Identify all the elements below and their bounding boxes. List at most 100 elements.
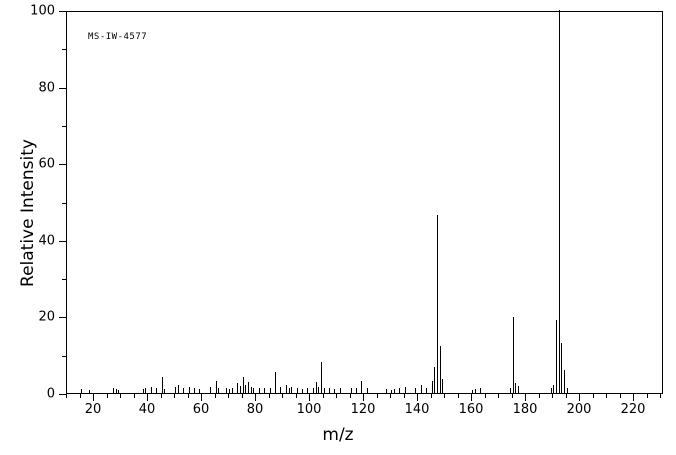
x-tick-label: 160 xyxy=(458,402,484,417)
peak xyxy=(556,320,557,393)
x-tick-label: 60 xyxy=(192,402,210,417)
peak xyxy=(318,386,319,393)
peak xyxy=(434,366,435,393)
x-tick xyxy=(458,394,459,398)
x-tick xyxy=(660,394,661,398)
peak xyxy=(480,388,481,393)
x-tick xyxy=(80,394,81,398)
peak xyxy=(194,388,195,393)
peak xyxy=(286,384,287,393)
peak xyxy=(475,389,476,393)
y-tick-label: 0 xyxy=(46,386,55,402)
peak xyxy=(189,387,190,393)
peak xyxy=(356,388,357,393)
y-tick-label: 80 xyxy=(38,80,55,96)
x-tick xyxy=(647,394,648,398)
peak xyxy=(553,385,554,393)
peak xyxy=(440,345,441,393)
peak xyxy=(251,386,252,393)
peak xyxy=(89,389,90,393)
peak xyxy=(210,386,211,393)
peak xyxy=(340,387,341,393)
peak xyxy=(334,389,335,393)
x-tick xyxy=(282,394,283,398)
x-tick xyxy=(498,394,499,398)
x-tick xyxy=(134,394,135,398)
x-axis-title: m/z xyxy=(322,425,354,445)
peak xyxy=(143,389,144,393)
peak xyxy=(307,388,308,393)
peak xyxy=(437,214,438,393)
x-tick xyxy=(525,394,526,401)
peak xyxy=(162,376,163,393)
peak xyxy=(415,387,416,393)
x-tick xyxy=(552,394,553,398)
x-tick xyxy=(309,394,310,401)
peak xyxy=(226,387,227,393)
peak xyxy=(145,387,146,393)
y-tick xyxy=(59,11,66,12)
x-tick-label: 220 xyxy=(620,402,646,417)
x-tick xyxy=(174,394,175,398)
x-tick xyxy=(255,394,256,401)
peak xyxy=(426,388,427,393)
x-tick xyxy=(485,394,486,398)
x-tick xyxy=(350,394,351,398)
y-tick xyxy=(62,49,66,50)
y-tick xyxy=(59,164,66,165)
x-tick-label: 200 xyxy=(566,402,592,417)
x-tick xyxy=(201,394,202,401)
peak xyxy=(199,389,200,393)
peak xyxy=(386,389,387,393)
peak xyxy=(253,387,254,393)
x-tick xyxy=(242,394,243,398)
peak xyxy=(248,381,249,393)
peak xyxy=(270,387,271,393)
y-tick-label: 60 xyxy=(38,156,55,172)
peak xyxy=(232,388,233,393)
peak xyxy=(178,385,179,393)
x-tick xyxy=(66,394,67,398)
x-tick xyxy=(120,394,121,398)
peak xyxy=(81,389,82,393)
x-tick xyxy=(377,394,378,398)
peak xyxy=(297,388,298,393)
peak xyxy=(245,384,246,393)
peak xyxy=(113,388,114,393)
peak xyxy=(567,388,568,393)
x-tick-label: 180 xyxy=(512,402,538,417)
x-tick xyxy=(633,394,634,401)
peak xyxy=(510,387,511,393)
x-tick-label: 140 xyxy=(404,402,430,417)
sample-label: MS-IW-4577 xyxy=(88,32,148,42)
y-tick xyxy=(62,356,66,357)
peak xyxy=(302,389,303,393)
x-tick xyxy=(539,394,540,398)
x-tick xyxy=(215,394,216,398)
x-tick xyxy=(107,394,108,398)
y-tick xyxy=(62,126,66,127)
y-tick-label: 20 xyxy=(38,309,55,325)
x-tick xyxy=(269,394,270,398)
y-tick xyxy=(59,317,66,318)
x-tick xyxy=(566,394,567,398)
x-tick xyxy=(431,394,432,398)
y-tick xyxy=(59,394,66,395)
x-tick-label: 120 xyxy=(350,402,376,417)
peak xyxy=(289,387,290,393)
peak xyxy=(329,388,330,393)
peak xyxy=(156,388,157,393)
peak xyxy=(151,387,152,393)
x-tick xyxy=(471,394,472,401)
spectrum-peaks xyxy=(67,10,662,393)
x-tick xyxy=(161,394,162,398)
y-tick-label: 100 xyxy=(30,3,55,19)
x-tick-label: 80 xyxy=(246,402,264,417)
peak xyxy=(472,389,473,393)
x-tick xyxy=(404,394,405,398)
peak xyxy=(264,388,265,393)
peak xyxy=(399,387,400,393)
peak xyxy=(280,386,281,393)
y-axis-title: Relative Intensity xyxy=(18,139,38,287)
